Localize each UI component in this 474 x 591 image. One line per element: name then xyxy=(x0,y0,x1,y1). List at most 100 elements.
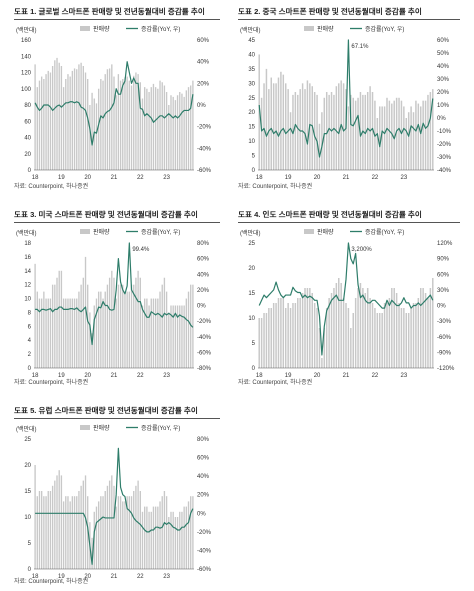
title-rule xyxy=(14,222,220,223)
y-left-tick-label: 35 xyxy=(248,67,255,73)
sales-bar xyxy=(187,501,190,569)
bar-line-chart-china: (백만대) 판매량 증감률(YoY, 우) 0 5 10 15 20 25 30 35 40 45 -40… xyxy=(240,25,452,181)
y-right-tick-label: 60% xyxy=(437,272,450,278)
chart-title: 도표 1. 글로벌 스마트폰 판매량 및 전년동월대비 증감률 추이 xyxy=(14,7,205,16)
sales-bar xyxy=(429,288,432,368)
sales-bar xyxy=(270,308,272,368)
sales-bar xyxy=(38,80,41,171)
y-right-tick-label: 10% xyxy=(437,103,450,109)
sales-bar xyxy=(172,511,174,569)
sales-bar xyxy=(263,313,265,368)
sales-bar xyxy=(432,89,434,170)
y-right-tick-label: -120% xyxy=(437,366,455,372)
y-right-tick-label: -20% xyxy=(197,530,212,536)
legend-line-label: 증감률(YoY, 우) xyxy=(365,26,404,33)
y-left-tick-label: 6 xyxy=(28,324,32,330)
sales-bar xyxy=(407,313,410,368)
sales-bar xyxy=(412,303,415,368)
sales-bar xyxy=(328,298,330,368)
sales-bar xyxy=(91,333,93,368)
x-tick-label: 19 xyxy=(58,175,65,181)
sales-bar xyxy=(80,284,82,368)
sales-bar xyxy=(89,105,91,170)
x-tick-label: 21 xyxy=(343,175,350,181)
sales-bar xyxy=(328,94,330,170)
sales-bar xyxy=(165,291,168,368)
sales-bar xyxy=(265,68,268,170)
sales-bar xyxy=(161,82,163,170)
x-tick-label: 18 xyxy=(32,175,39,181)
sales-bar xyxy=(45,74,47,171)
sales-bar xyxy=(289,308,292,368)
sales-bar xyxy=(318,123,321,170)
y-right-tick-label: -20% xyxy=(197,125,212,131)
y-left-tick-label: 15 xyxy=(248,125,255,131)
sales-bar xyxy=(371,92,374,170)
sales-bar xyxy=(272,303,275,368)
y-right-tick-label: -40% xyxy=(437,168,452,174)
legend-bar-label: 판매량 xyxy=(93,25,110,33)
x-tick-label: 18 xyxy=(256,175,263,181)
sales-bar xyxy=(280,71,282,170)
sales-bar xyxy=(157,506,159,569)
sales-bar xyxy=(104,491,106,569)
sales-bar xyxy=(187,291,190,368)
y-right-tick-label: -40% xyxy=(197,146,212,152)
sales-bar xyxy=(128,291,131,368)
sales-bar xyxy=(78,491,80,569)
sales-bar xyxy=(38,298,41,368)
sales-bar xyxy=(338,278,340,368)
sales-bar xyxy=(71,298,74,368)
sales-bar xyxy=(176,517,179,569)
source-note: 자료: Counterpoint, 하나증권 xyxy=(14,579,89,585)
y-left-tick-label: 60 xyxy=(24,119,31,125)
sales-bar xyxy=(133,75,135,170)
sales-bar xyxy=(422,100,424,170)
sales-bar xyxy=(95,103,98,171)
sales-bar xyxy=(122,284,124,368)
sales-bar xyxy=(56,277,58,368)
sales-bar xyxy=(185,298,188,368)
x-tick-label: 18 xyxy=(32,574,39,580)
y-right-tick-label: -60% xyxy=(437,335,452,341)
x-tick-label: 19 xyxy=(58,574,65,580)
legend-bar-label: 판매량 xyxy=(317,25,334,33)
sales-bar xyxy=(362,288,364,368)
sales-bar xyxy=(163,85,166,170)
x-tick-label: 22 xyxy=(372,373,379,379)
y-right-tick-label: 40% xyxy=(437,64,450,70)
sales-bar xyxy=(330,293,333,368)
y-right-tick-label: -20% xyxy=(437,142,452,148)
sales-bar xyxy=(115,506,117,569)
sales-bar xyxy=(335,86,338,170)
sales-bar xyxy=(111,64,113,171)
sales-bar xyxy=(56,57,58,171)
sales-bar xyxy=(190,496,192,569)
sales-bar xyxy=(403,106,405,170)
sales-bar xyxy=(181,93,183,171)
sales-bar xyxy=(106,485,109,569)
sales-bar xyxy=(43,496,45,569)
sales-bar xyxy=(58,270,60,368)
sales-bar xyxy=(97,291,100,368)
unit-label: (백만대) xyxy=(16,26,37,34)
sales-bar xyxy=(400,308,403,368)
y-right-tick-label: 40% xyxy=(197,474,210,480)
sales-bar xyxy=(51,284,54,368)
sales-bar xyxy=(139,82,141,170)
sales-bar xyxy=(40,491,43,569)
sales-bar xyxy=(135,485,137,569)
sales-bar xyxy=(51,66,54,170)
yoy-growth-line xyxy=(34,61,194,146)
sales-bar xyxy=(163,491,166,569)
y-left-tick-label: 15 xyxy=(24,489,31,495)
y-right-tick-label: 30% xyxy=(437,288,450,294)
sales-bar xyxy=(381,106,383,170)
sales-bar xyxy=(345,89,347,170)
x-tick-label: 23 xyxy=(163,373,170,379)
legend-line-label: 증감률(YoY, 우) xyxy=(365,229,404,236)
sales-bar xyxy=(277,77,280,170)
y-left-tick-label: 25 xyxy=(248,241,255,247)
y-right-tick-label: 60% xyxy=(197,257,210,263)
sales-bar xyxy=(403,308,405,368)
